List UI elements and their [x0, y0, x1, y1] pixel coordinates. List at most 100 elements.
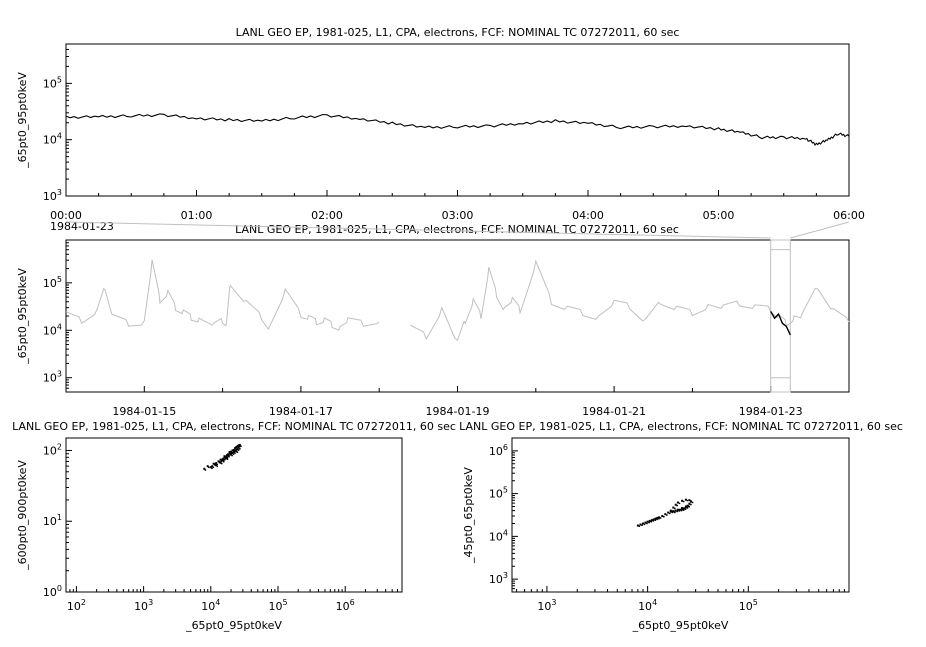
panel3-point — [231, 454, 233, 457]
panel4-point — [652, 518, 655, 521]
panel3-point — [240, 445, 242, 447]
panel4-ytick-label-exp: 5 — [503, 486, 508, 495]
panel4-ytick-label-base: 10 — [489, 488, 503, 501]
panel3-ytick-label-exp: 2 — [57, 442, 62, 451]
panel3-point — [232, 448, 235, 451]
panel4-xtick-label-exp: 5 — [753, 598, 758, 607]
panel3-point — [226, 457, 229, 459]
panel3-point — [215, 462, 218, 465]
panel3-point — [228, 455, 230, 458]
panel2-ytick-label-base: 10 — [43, 372, 57, 385]
panel3-point — [235, 446, 238, 448]
panel4-point — [690, 503, 692, 506]
panel3-point — [231, 452, 233, 454]
panel3-xtick-label: 104 — [201, 598, 220, 613]
panel3-xtick-label: 103 — [134, 598, 153, 613]
panel2-ytick-label-exp: 5 — [57, 275, 62, 284]
panel4-ytick-label: 103 — [489, 571, 508, 586]
panel4-point — [688, 502, 691, 505]
panel3-point — [239, 448, 241, 450]
panel3-point — [206, 465, 209, 468]
panel3-xtick-label-base: 10 — [336, 600, 350, 613]
panel1-ytick-label-exp: 4 — [57, 132, 62, 141]
panel3-point — [218, 460, 221, 463]
panel4-point — [686, 506, 689, 509]
panel4-point — [650, 521, 652, 523]
panel3-point — [219, 462, 222, 464]
panel4-point — [641, 524, 643, 526]
panel1-xtick-label: 06:00 — [833, 209, 865, 222]
panel4-point — [664, 513, 667, 516]
panel4-point — [654, 519, 656, 521]
panel3-point — [232, 453, 235, 455]
panel3-point — [234, 450, 236, 452]
panel4-point — [658, 518, 660, 520]
panel3-point — [230, 450, 232, 453]
panel2-xtick-label: 1984-01-23 — [739, 405, 803, 418]
panel1-ytick-label-exp: 5 — [57, 75, 62, 84]
panel4-point — [682, 508, 685, 510]
panel3-point — [236, 445, 239, 448]
panel3-point — [216, 463, 218, 466]
panel3-xlabel: _65pt0_95pt0keV — [185, 619, 282, 632]
panel2-frame — [65, 239, 850, 393]
panel3-xtick-label: 102 — [67, 598, 86, 613]
panel3-xtick-label: 106 — [336, 598, 355, 613]
panel4-xlabel: _65pt0_95pt0keV — [632, 619, 729, 632]
panel1-ytick-label-exp: 3 — [57, 188, 62, 197]
panel3-point — [221, 460, 223, 462]
panel4-ytick-label: 105 — [489, 486, 508, 501]
panel2-highlight-series — [770, 311, 791, 336]
panel3-xtick-label-base: 10 — [268, 600, 282, 613]
panel3-xtick-label-exp: 2 — [81, 598, 86, 607]
panel4-point — [669, 512, 671, 515]
panel3-point — [235, 450, 238, 453]
panel4-point — [682, 509, 685, 511]
panel3-point — [212, 466, 215, 469]
panel4-ylabel: _45pt0_65pt0keV — [462, 467, 475, 564]
panel3-ytick-label-exp: 1 — [57, 513, 62, 522]
panel3-xtick-label: 105 — [268, 598, 287, 613]
panel3-point — [223, 455, 226, 458]
panel2-xtick-label: 1984-01-17 — [269, 405, 333, 418]
panel3-xtick-label-base: 10 — [134, 600, 148, 613]
panel4-point — [638, 525, 641, 527]
panel3-ytick-label-base: 10 — [43, 515, 57, 528]
panel4-point — [658, 516, 661, 519]
panel4-point — [648, 519, 651, 522]
panel3-xtick-label-exp: 6 — [350, 598, 355, 607]
panel1-xtick-label: 03:00 — [442, 209, 474, 222]
panel3-ytick-label-exp: 0 — [57, 584, 62, 593]
panel3-point — [215, 464, 217, 467]
panel4-point — [648, 521, 650, 524]
panel4-xtick-label-exp: 4 — [652, 598, 657, 607]
panel3-point — [213, 463, 216, 466]
panel3-point — [237, 449, 240, 451]
panel1-xtick-label: 02:00 — [311, 209, 343, 222]
panel1-ytick-label-base: 10 — [43, 190, 57, 203]
panel4-point — [678, 509, 681, 512]
panel4-point — [684, 505, 687, 508]
panel3-point — [212, 462, 215, 465]
panel1-series-line — [65, 113, 850, 147]
panel3-point — [222, 457, 225, 460]
panel4-point — [676, 510, 678, 513]
panel4-point — [667, 511, 670, 514]
panel2-ytick-label: 105 — [43, 275, 62, 290]
panel2-xtick-label: 1984-01-21 — [582, 405, 646, 418]
panel4-point — [686, 499, 689, 502]
panel4-xtick-label-base: 10 — [638, 600, 652, 613]
zoom-connector-left — [65, 221, 771, 239]
panel4-ytick-label-exp: 6 — [503, 443, 508, 452]
panel4-point — [644, 521, 647, 524]
panel4-point — [690, 500, 692, 502]
panel4-point — [663, 516, 665, 518]
panel3-point — [238, 443, 241, 446]
panel4-point — [646, 520, 649, 523]
panel3-point — [223, 461, 225, 463]
panel3-point — [227, 455, 229, 457]
panel1-ylabel: _65pt0_95pt0keV — [16, 72, 29, 169]
panel4-point — [676, 508, 679, 511]
panel3-point — [237, 446, 240, 449]
